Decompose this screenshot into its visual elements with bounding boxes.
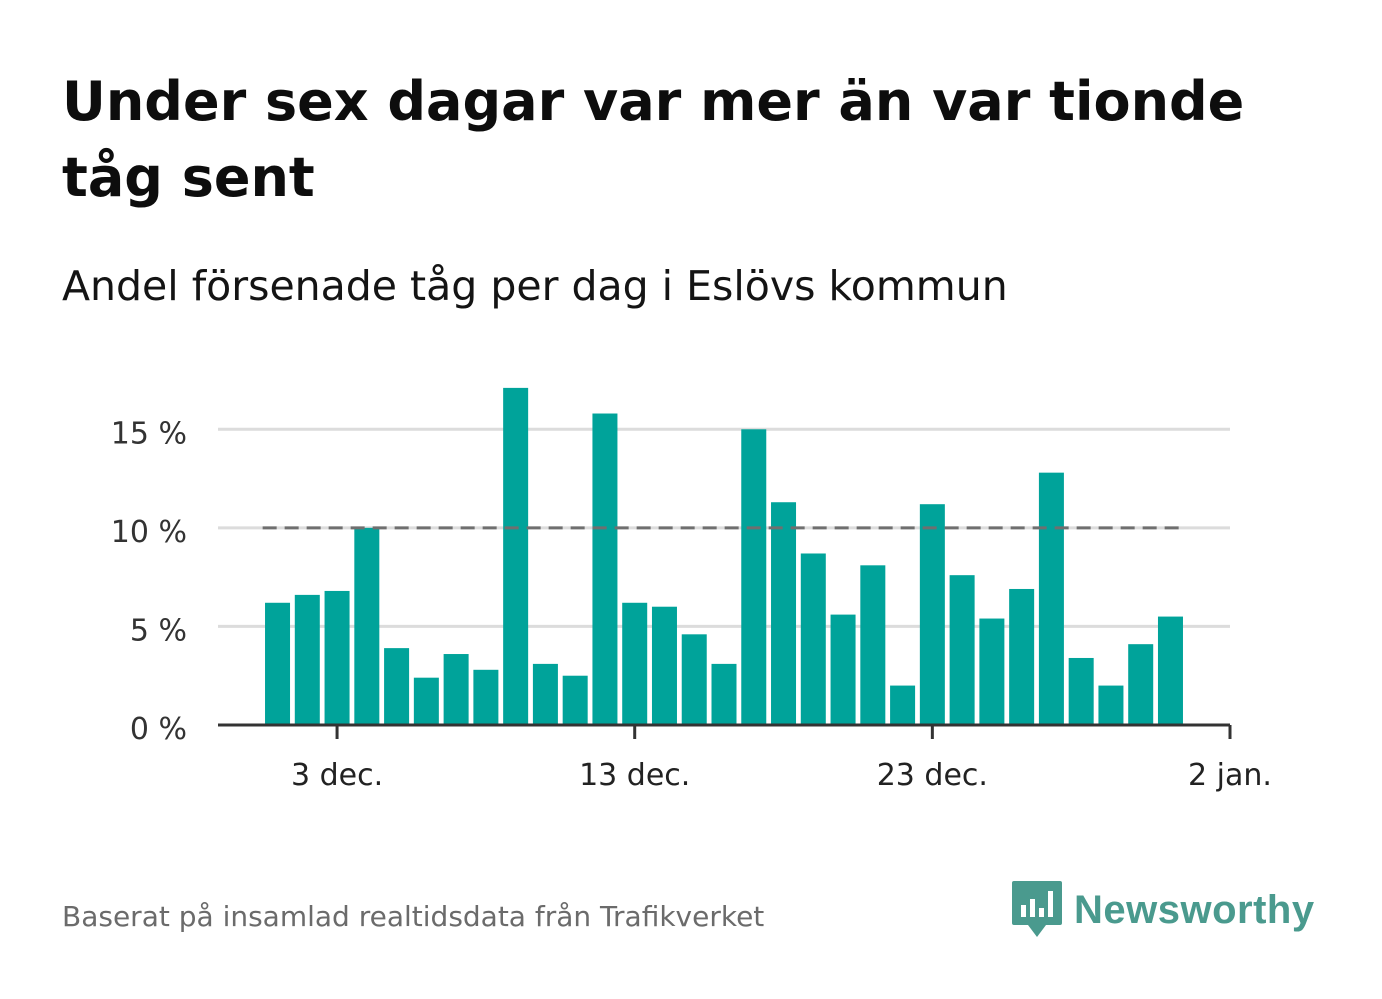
y-tick-label: 15 % (111, 416, 187, 451)
bar (711, 663, 737, 725)
brand-name: Newsworthy (1074, 887, 1315, 932)
bar (1009, 588, 1035, 725)
bar (651, 606, 677, 725)
bar (1157, 616, 1183, 725)
bar (741, 429, 767, 725)
bar (443, 654, 469, 725)
bar (532, 663, 558, 725)
bar (413, 677, 439, 725)
bar (503, 387, 529, 725)
chart-title: Under sex dagar var mer än var tionde tå… (62, 70, 1245, 209)
bar (949, 575, 975, 725)
bar (771, 502, 797, 725)
x-tick-label: 13 dec. (579, 758, 690, 793)
bar (324, 590, 350, 725)
chart-subtitle: Andel försenade tåg per dag i Eslövs kom… (62, 262, 1008, 310)
bars (265, 387, 1183, 725)
bar (979, 618, 1005, 725)
brand-logo[interactable]: Newsworthy (1010, 878, 1315, 942)
bar (592, 413, 618, 725)
x-tick-label: 3 dec. (291, 758, 383, 793)
bar (860, 565, 886, 725)
y-tick-label: 5 % (130, 613, 187, 648)
bar (890, 685, 916, 725)
bar (1128, 644, 1154, 725)
bar (384, 648, 410, 725)
bar (681, 634, 707, 725)
bar (830, 614, 856, 725)
x-tick-label: 23 dec. (877, 758, 988, 793)
bar-chart-speech-bubble-icon (1012, 881, 1062, 937)
y-tick-label: 0 % (130, 712, 187, 747)
bar (1038, 472, 1064, 725)
x-axis (218, 723, 1232, 739)
bar (294, 594, 320, 725)
bar (1098, 685, 1124, 725)
bar (265, 602, 291, 725)
x-axis-tick-labels: 3 dec. 13 dec. 23 dec. 2 jan. (291, 758, 1272, 793)
bar (1068, 657, 1094, 725)
source-note: Baserat på insamlad realtidsdata från Tr… (62, 900, 765, 933)
bar (622, 602, 648, 725)
bar (354, 527, 380, 725)
bar (919, 504, 945, 725)
bar (800, 553, 826, 725)
y-tick-label: 10 % (111, 515, 187, 550)
bar (562, 675, 588, 725)
x-tick-label: 2 jan. (1188, 758, 1272, 793)
y-axis-tick-labels: 0 % 5 % 10 % 15 % (111, 416, 187, 747)
bar-chart: 0 % 5 % 10 % 15 % 3 dec. 13 dec. 23 dec. 2 jan… (111, 387, 1272, 793)
bar (473, 669, 499, 725)
